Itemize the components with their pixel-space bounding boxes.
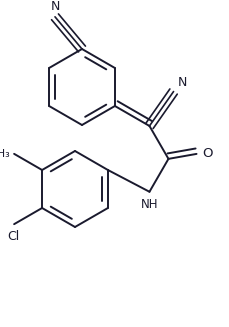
Text: NH: NH bbox=[140, 198, 158, 211]
Text: Cl: Cl bbox=[7, 230, 19, 243]
Text: CH₃: CH₃ bbox=[0, 149, 10, 159]
Text: O: O bbox=[202, 147, 212, 161]
Text: N: N bbox=[50, 0, 60, 13]
Text: N: N bbox=[177, 76, 186, 89]
